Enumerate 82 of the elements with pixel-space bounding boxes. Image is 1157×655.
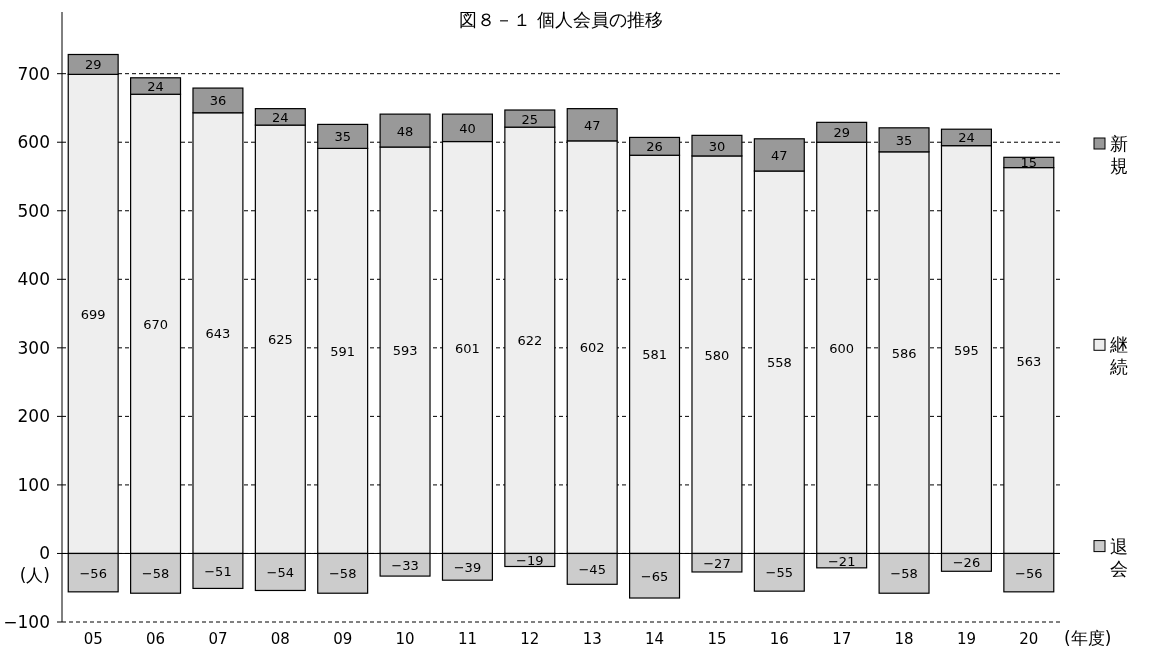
- y-tick-label: 100: [17, 474, 50, 495]
- data-label: 586: [891, 345, 917, 361]
- data-label: −56: [79, 565, 107, 581]
- data-label: 591: [330, 343, 356, 359]
- data-label: 15: [1020, 155, 1038, 171]
- legend-item: 継続: [1093, 334, 1128, 378]
- data-label: −33: [391, 557, 419, 573]
- y-tick-label: 0: [39, 543, 50, 564]
- x-tick-label: 06: [146, 630, 166, 648]
- data-label: 581: [642, 347, 667, 363]
- y-tick-label: 400: [17, 269, 50, 290]
- data-label: 48: [396, 123, 414, 139]
- x-tick-label: 09: [333, 630, 353, 648]
- data-label: 36: [209, 93, 227, 109]
- x-tick-label: 15: [707, 630, 727, 648]
- y-axis-title: (人): [19, 565, 50, 586]
- data-label: −58: [141, 566, 170, 582]
- data-label: 563: [1016, 353, 1042, 369]
- x-tick-label: 13: [582, 630, 602, 648]
- data-label: −27: [703, 555, 731, 571]
- data-label: −39: [453, 559, 482, 575]
- x-tick-label: 07: [208, 630, 228, 648]
- data-label: 622: [517, 333, 543, 349]
- data-label: −58: [328, 566, 357, 582]
- data-label: −55: [765, 565, 794, 581]
- data-label: 29: [84, 57, 102, 73]
- x-tick-label: 10: [395, 630, 415, 648]
- data-label: 24: [272, 109, 289, 125]
- x-tick-label: 20: [1019, 630, 1039, 648]
- data-label: 47: [771, 147, 788, 163]
- data-label: 595: [954, 342, 979, 358]
- data-label: 30: [708, 138, 726, 154]
- data-label: 602: [579, 340, 605, 356]
- x-tick-label: 18: [894, 630, 914, 648]
- x-tick-label: 16: [769, 630, 789, 648]
- x-tick-label: 17: [832, 630, 852, 648]
- data-label: −56: [1015, 565, 1043, 581]
- x-tick-label: 12: [520, 630, 540, 648]
- y-tick-label: −100: [3, 612, 50, 632]
- x-tick-label: 14: [645, 630, 665, 648]
- legend-label: 継続: [1109, 334, 1128, 378]
- data-label: 35: [334, 129, 351, 145]
- data-label: −19: [516, 552, 544, 568]
- x-tick-label: 05: [83, 630, 103, 648]
- data-label: 699: [80, 306, 106, 322]
- data-label: −54: [266, 564, 295, 580]
- x-axis-title: (年度): [1064, 628, 1112, 648]
- x-tick-label: 11: [457, 630, 477, 648]
- y-tick-label: 600: [17, 132, 50, 153]
- x-tick-label: 19: [956, 630, 976, 648]
- data-label: 558: [766, 355, 792, 371]
- data-label: 580: [704, 347, 730, 363]
- data-label: −26: [952, 555, 981, 571]
- x-tick-label: 08: [270, 630, 290, 648]
- y-tick-label: 500: [17, 200, 50, 221]
- data-label: 25: [521, 111, 539, 127]
- data-label: 29: [833, 125, 850, 141]
- data-label: 47: [583, 117, 601, 133]
- data-label: 593: [392, 343, 418, 359]
- data-label: 600: [829, 340, 855, 356]
- chart-title: 図８－１ 個人会員の推移: [459, 9, 663, 30]
- data-label: −58: [890, 566, 918, 582]
- data-label: −45: [578, 561, 606, 577]
- y-tick-label: 700: [17, 63, 50, 84]
- data-label: 40: [459, 120, 476, 136]
- data-label: 670: [143, 316, 168, 332]
- data-label: 24: [147, 79, 164, 95]
- y-tick-label: 300: [17, 337, 50, 358]
- data-label: 24: [958, 130, 975, 146]
- legend-label: 退会: [1110, 535, 1128, 579]
- data-label: 601: [455, 340, 480, 356]
- legend-label: 新規: [1110, 133, 1128, 176]
- data-label: 643: [205, 326, 231, 342]
- legend-item: 新規: [1093, 133, 1128, 176]
- data-label: 26: [646, 139, 663, 155]
- y-tick-label: 200: [17, 406, 50, 427]
- data-label: 35: [895, 132, 913, 148]
- legend-item: 退会: [1093, 535, 1128, 579]
- data-label: −65: [640, 568, 669, 584]
- data-label: 625: [267, 332, 293, 348]
- data-label: −51: [204, 563, 232, 579]
- data-label: −21: [827, 553, 856, 569]
